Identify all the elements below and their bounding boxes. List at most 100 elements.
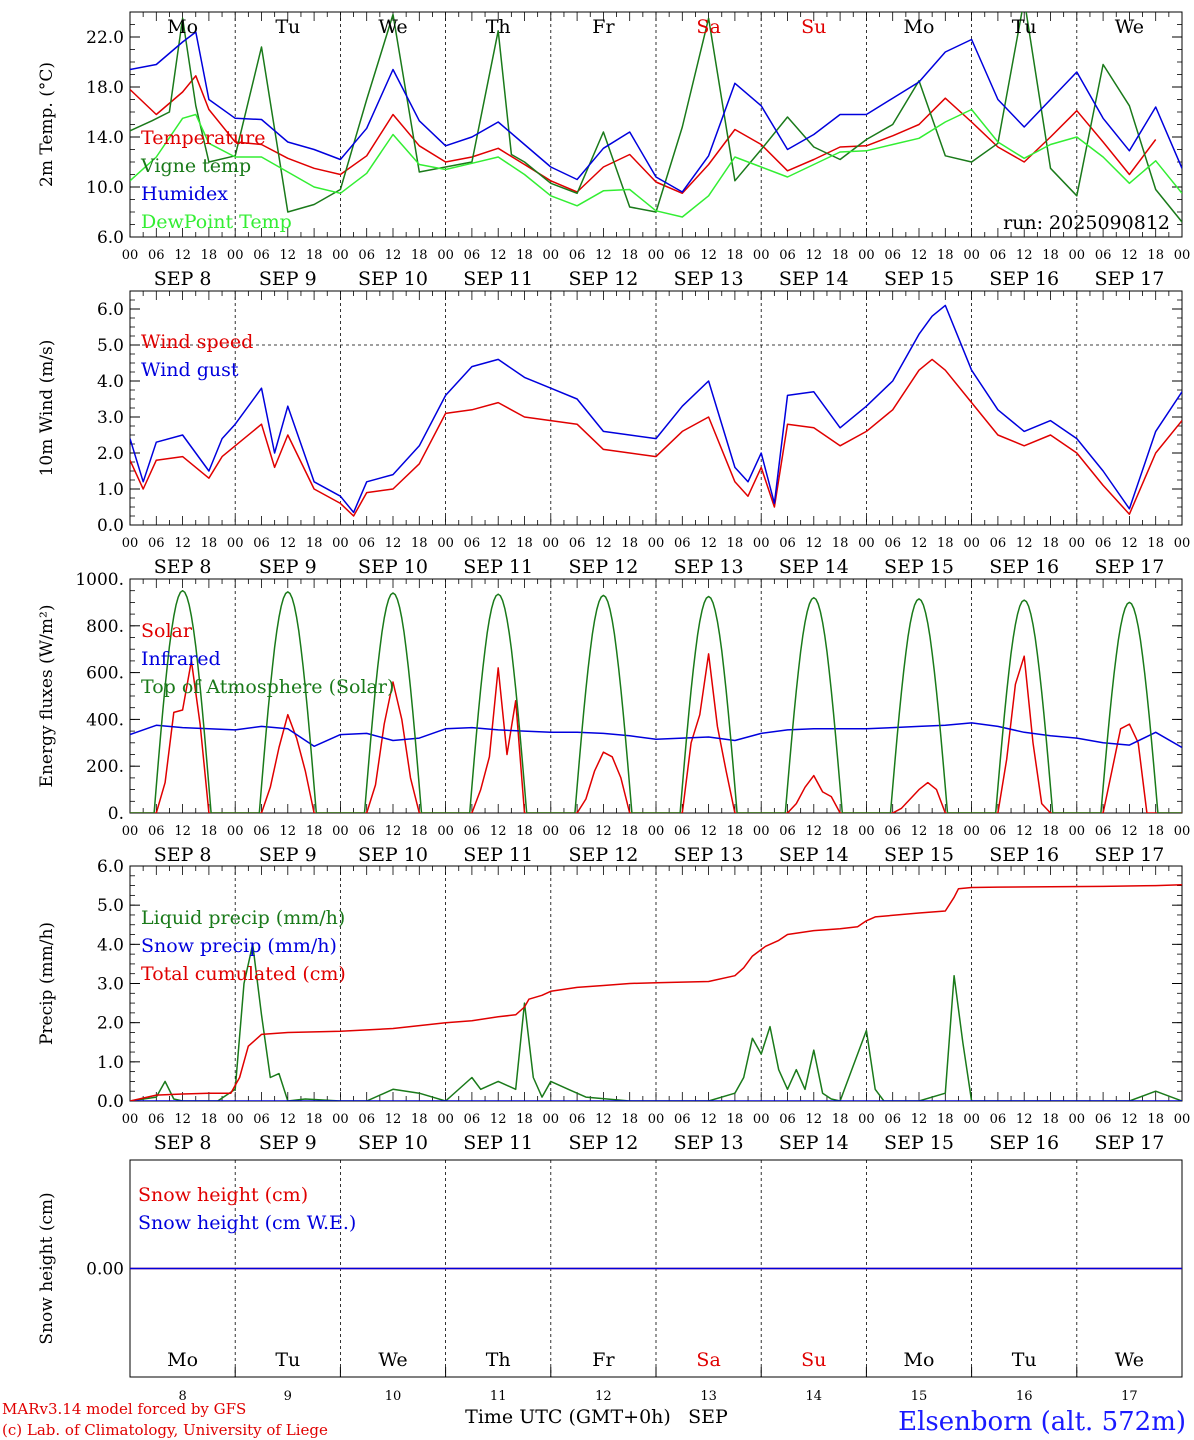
wind-series-group (130, 304, 1182, 517)
solar-line (130, 653, 1182, 813)
hour-label: 18 (832, 1112, 849, 1127)
date-label: SEP 17 (1094, 268, 1164, 290)
hour-label: 18 (727, 248, 744, 263)
hour-label: 06 (148, 1112, 165, 1127)
hour-label: 00 (332, 824, 349, 839)
y-tick-label: 2.0 (97, 1014, 124, 1034)
hour-label: 06 (358, 248, 375, 263)
day-number: 15 (911, 1389, 928, 1404)
hour-label: 18 (201, 1112, 218, 1127)
hour-label: 06 (569, 824, 586, 839)
hour-label: 00 (753, 1112, 770, 1127)
hour-label: 18 (1147, 824, 1164, 839)
hour-label: 18 (306, 536, 323, 551)
hour-label: 12 (280, 1112, 297, 1127)
hour-label: 06 (148, 536, 165, 551)
hour-label: 12 (700, 1112, 717, 1127)
hour-label: 18 (411, 248, 428, 263)
hour-label: 00 (543, 1112, 560, 1127)
hour-label: 12 (595, 1112, 612, 1127)
hour-label: 12 (911, 248, 928, 263)
credit-line: (c) Lab. of Climatology, University of L… (2, 1421, 328, 1439)
hour-label: 06 (148, 824, 165, 839)
hour-label: 18 (1147, 248, 1164, 263)
hour-label: 00 (1069, 1112, 1086, 1127)
hour-label: 00 (963, 1112, 980, 1127)
hour-label: 12 (174, 1112, 191, 1127)
station-name: Elsenborn (alt. 572m) (898, 1407, 1186, 1437)
hour-label: 18 (1042, 824, 1059, 839)
date-label: SEP 12 (568, 1132, 638, 1154)
hour-label: 18 (621, 248, 638, 263)
hour-label: 18 (727, 824, 744, 839)
energy-series-group (130, 589, 1182, 813)
date-label: SEP 9 (259, 268, 317, 290)
run-label: run: 2025090812 (1003, 212, 1170, 234)
y-tick-label: 3.0 (97, 975, 124, 995)
legend-entry: Snow precip (mm/h) (141, 935, 337, 957)
legend-entry: Wind gust (141, 359, 239, 381)
date-label: SEP 15 (884, 268, 954, 290)
hour-label: 06 (779, 536, 796, 551)
hour-label: 12 (174, 536, 191, 551)
date-label: SEP 10 (358, 268, 428, 290)
day-number: 13 (700, 1389, 717, 1404)
weekday-label: We (378, 16, 407, 38)
legend-entry: Wind speed (141, 331, 253, 353)
hour-label: 06 (674, 536, 691, 551)
date-label: SEP 9 (259, 556, 317, 578)
hour-label: 06 (779, 1112, 796, 1127)
dewpoint-temp-line (130, 108, 1182, 218)
day-number: 9 (284, 1389, 292, 1404)
hour-label: 00 (332, 248, 349, 263)
y-axis-label: Precip (mm/h) (37, 922, 57, 1045)
date-label: SEP 9 (259, 844, 317, 866)
y-tick-label: 4.0 (97, 372, 124, 392)
date-label: SEP 9 (259, 1132, 317, 1154)
legend-entry: DewPoint Temp (141, 211, 292, 233)
date-label: SEP 17 (1094, 844, 1164, 866)
hour-label: 18 (411, 1112, 428, 1127)
hour-label: 12 (280, 536, 297, 551)
humidex-line (130, 31, 1182, 193)
hour-label: 12 (700, 536, 717, 551)
date-label: SEP 11 (463, 268, 533, 290)
weekday-label: Mo (904, 1349, 935, 1371)
hour-label: 06 (779, 248, 796, 263)
hour-label: 00 (227, 824, 244, 839)
y-tick-label: 18.0 (86, 78, 124, 98)
hour-label: 00 (1174, 248, 1191, 263)
legend-entry: Snow height (cm) (138, 1184, 308, 1206)
hour-label: 06 (884, 824, 901, 839)
weekday-label: We (378, 1349, 407, 1371)
hour-label: 00 (122, 1112, 139, 1127)
hour-label: 06 (779, 824, 796, 839)
y-tick-label: 0. (108, 804, 124, 824)
hour-label: 00 (543, 824, 560, 839)
hour-label: 18 (937, 536, 954, 551)
y-tick-label: 1.0 (97, 480, 124, 500)
hour-label: 12 (385, 1112, 402, 1127)
hour-label: 18 (516, 248, 533, 263)
hour-label: 18 (411, 536, 428, 551)
date-label: SEP 15 (884, 1132, 954, 1154)
date-label: SEP 13 (674, 268, 744, 290)
hour-label: 18 (937, 1112, 954, 1127)
hour-label: 00 (1069, 536, 1086, 551)
hour-label: 18 (201, 248, 218, 263)
date-label: SEP 13 (674, 1132, 744, 1154)
y-tick-label: 14.0 (86, 128, 124, 148)
hour-label: 06 (884, 536, 901, 551)
hour-label: 06 (148, 248, 165, 263)
legend-entry: Vigne temp (140, 155, 251, 177)
hour-label: 18 (832, 824, 849, 839)
hour-label: 12 (385, 536, 402, 551)
hour-label: 06 (569, 1112, 586, 1127)
y-axis-label: Energy fluxes (W/m²) (37, 605, 57, 788)
top-of-atmosphere-solar-line (130, 589, 1182, 813)
legend-entry: Humidex (141, 183, 228, 205)
y-tick-label: 0.0 (97, 516, 124, 536)
weekday-label: Tu (275, 16, 300, 38)
hour-label: 18 (727, 1112, 744, 1127)
hour-label: 00 (227, 536, 244, 551)
